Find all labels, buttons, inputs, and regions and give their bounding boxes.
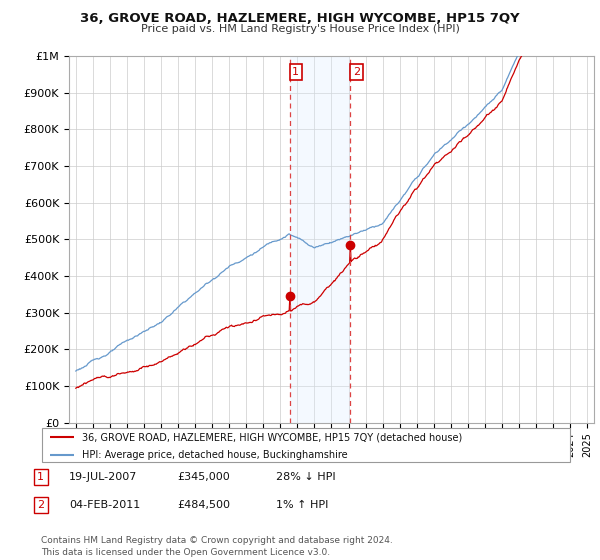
Text: 1: 1 — [292, 67, 299, 77]
Text: Price paid vs. HM Land Registry's House Price Index (HPI): Price paid vs. HM Land Registry's House … — [140, 24, 460, 34]
Text: HPI: Average price, detached house, Buckinghamshire: HPI: Average price, detached house, Buck… — [82, 450, 347, 460]
Text: 04-FEB-2011: 04-FEB-2011 — [69, 500, 140, 510]
Text: 36, GROVE ROAD, HAZLEMERE, HIGH WYCOMBE, HP15 7QY: 36, GROVE ROAD, HAZLEMERE, HIGH WYCOMBE,… — [80, 12, 520, 25]
Text: 1% ↑ HPI: 1% ↑ HPI — [276, 500, 328, 510]
Text: Contains HM Land Registry data © Crown copyright and database right 2024.
This d: Contains HM Land Registry data © Crown c… — [41, 536, 392, 557]
Text: 1: 1 — [37, 472, 44, 482]
Text: 28% ↓ HPI: 28% ↓ HPI — [276, 472, 335, 482]
Text: 2: 2 — [353, 67, 360, 77]
Text: £345,000: £345,000 — [177, 472, 230, 482]
Text: 2: 2 — [37, 500, 44, 510]
Bar — [290, 56, 350, 423]
Text: 19-JUL-2007: 19-JUL-2007 — [69, 472, 137, 482]
Text: £484,500: £484,500 — [177, 500, 230, 510]
Text: 36, GROVE ROAD, HAZLEMERE, HIGH WYCOMBE, HP15 7QY (detached house): 36, GROVE ROAD, HAZLEMERE, HIGH WYCOMBE,… — [82, 432, 462, 442]
